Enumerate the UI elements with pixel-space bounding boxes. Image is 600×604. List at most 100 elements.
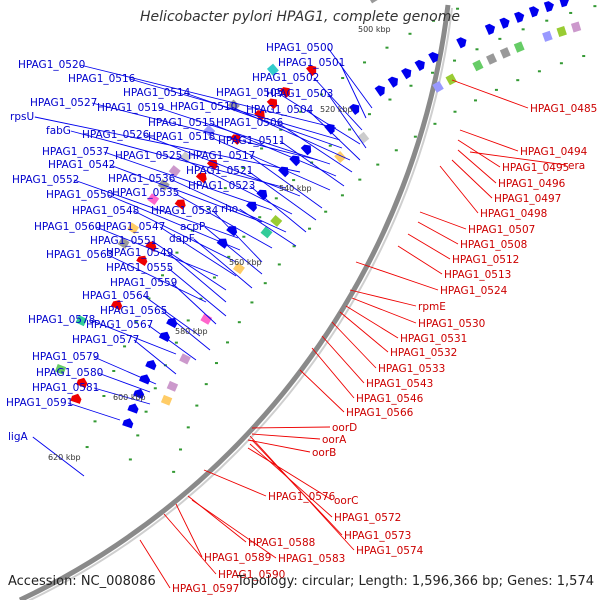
forward-gene-label: HPAG1_0510 bbox=[170, 101, 237, 113]
leader-line bbox=[231, 106, 351, 161]
reverse-gene-label: HPAG1_0495 bbox=[502, 162, 569, 174]
leader-line bbox=[107, 194, 241, 251]
forward-gene-label: fabG bbox=[46, 125, 71, 137]
leader-line bbox=[89, 319, 177, 355]
cog-box bbox=[179, 353, 191, 365]
gc-tick bbox=[186, 319, 190, 322]
gc-tick bbox=[324, 210, 328, 213]
cog-box bbox=[445, 73, 457, 86]
forward-gene-label: HPAG1_0567 bbox=[86, 319, 153, 331]
gc-tick bbox=[348, 128, 352, 131]
leader-line bbox=[351, 297, 417, 324]
gc-tick bbox=[308, 227, 312, 230]
leader-line bbox=[249, 435, 355, 551]
cog-box bbox=[357, 131, 370, 144]
forward-gene-label: HPAG1_0537 bbox=[42, 146, 109, 158]
forward-gene-label: HPAG1_0565 bbox=[100, 305, 167, 317]
kbp-label: 540 kbp bbox=[279, 184, 312, 193]
reverse-gene-arrow bbox=[266, 98, 278, 110]
leader-line bbox=[67, 402, 121, 421]
forward-gene-arrow bbox=[456, 37, 467, 49]
gc-tick bbox=[310, 161, 314, 164]
reverse-gene-label: HPAG1_0574 bbox=[356, 545, 424, 557]
reverse-gene-label: oorC bbox=[334, 495, 359, 507]
leader-line bbox=[247, 170, 317, 221]
reverse-gene-label: HPAG1_0485 bbox=[530, 103, 597, 115]
reverse-gene-label: HPAG1_0566 bbox=[346, 407, 414, 419]
gc-tick bbox=[199, 297, 203, 300]
forward-gene-label: HPAG1_0534 bbox=[151, 205, 219, 217]
reverse-gene-label: HPAG1_0524 bbox=[440, 285, 508, 297]
gc-tick bbox=[274, 197, 278, 200]
cog-box bbox=[499, 47, 511, 59]
forward-gene-label: HPAG1_0525 bbox=[115, 150, 182, 162]
reverse-gene-labels: HPAG1_0485HPAG1_0494HPAG1_0495eraHPAG1_0… bbox=[172, 103, 597, 595]
forward-gene-label: rho bbox=[221, 203, 238, 215]
leader-line bbox=[247, 439, 311, 453]
leader-line bbox=[143, 134, 301, 197]
reverse-gene-label: HPAG1_0496 bbox=[498, 178, 566, 190]
reverse-gene-label: HPAG1_0572 bbox=[334, 512, 401, 524]
reverse-gene-label: HPAG1_0597 bbox=[172, 583, 239, 595]
gc-tick bbox=[340, 194, 344, 197]
leader-line bbox=[167, 252, 227, 303]
cog-box bbox=[542, 30, 553, 42]
leader-line bbox=[327, 47, 373, 109]
forward-gene-arrow bbox=[289, 155, 300, 167]
reverse-gene-label: HPAG1_0576 bbox=[268, 491, 336, 503]
forward-gene-arrow bbox=[499, 17, 510, 29]
cog-box bbox=[200, 313, 213, 325]
leader-line bbox=[209, 122, 337, 177]
gc-tick bbox=[227, 255, 231, 258]
reverse-gene-label: HPAG1_0588 bbox=[248, 537, 315, 549]
forward-gene-arrow bbox=[514, 11, 525, 23]
kbp-label: 520 kbp bbox=[320, 105, 353, 114]
gc-tick bbox=[569, 11, 573, 14]
reverse-gene-arrow bbox=[70, 393, 82, 404]
leader-line bbox=[307, 109, 361, 161]
leader-line bbox=[175, 503, 203, 558]
forward-gene-label: HPAG1_0547 bbox=[98, 221, 165, 233]
forward-gene-labels: HPAG1_0500 HPAG1_0520 HPAG1_0501 HPAG1_0516… bbox=[6, 42, 345, 443]
forward-gene-arrow bbox=[158, 331, 171, 342]
leader-line bbox=[133, 210, 237, 263]
forward-gene-label: HPAG1_0517 bbox=[188, 150, 255, 162]
forward-gene-label: HPAG1_0523 bbox=[188, 180, 255, 192]
gc-tick bbox=[204, 383, 208, 386]
cog-color-boxes bbox=[54, 0, 582, 406]
gc-tick bbox=[123, 345, 127, 348]
leader-line bbox=[321, 335, 365, 384]
reverse-gene-label: HPAG1_0530 bbox=[418, 318, 485, 330]
leader-line bbox=[93, 356, 157, 385]
reverse-gene-arrow bbox=[110, 300, 123, 311]
forward-gene-label: HPAG1_0552 bbox=[12, 174, 79, 186]
leader-line bbox=[209, 136, 331, 191]
leader-line bbox=[133, 339, 177, 375]
gc-tick bbox=[358, 178, 362, 181]
leader-line bbox=[457, 149, 497, 184]
reverse-gene-label: HPAG1_0543 bbox=[366, 378, 433, 390]
forward-gene-label: HPAG1_0502 bbox=[252, 72, 319, 84]
cog-box bbox=[472, 59, 484, 72]
cog-box bbox=[513, 41, 525, 53]
gc-tick bbox=[408, 32, 412, 35]
forward-gene-label: ligA bbox=[8, 431, 28, 443]
leader-line bbox=[247, 447, 333, 501]
gc-tick bbox=[237, 321, 241, 324]
gc-tick bbox=[537, 70, 541, 73]
leader-line bbox=[107, 254, 207, 303]
gc-tick bbox=[241, 166, 245, 169]
gc-tick bbox=[328, 144, 332, 147]
leader-line bbox=[79, 64, 337, 129]
cog-box bbox=[266, 63, 279, 76]
leader-line bbox=[159, 226, 237, 277]
forward-gene-arrow bbox=[166, 317, 178, 329]
leader-line bbox=[277, 122, 353, 173]
gc-tick bbox=[593, 5, 597, 8]
gc-tick bbox=[128, 458, 132, 461]
reverse-gene-arrow bbox=[306, 65, 317, 77]
gc-tick bbox=[409, 84, 413, 87]
accession-text: Accession: NC_008086 bbox=[8, 574, 156, 589]
reverse-gene-label: HPAG1_0512 bbox=[452, 254, 519, 266]
